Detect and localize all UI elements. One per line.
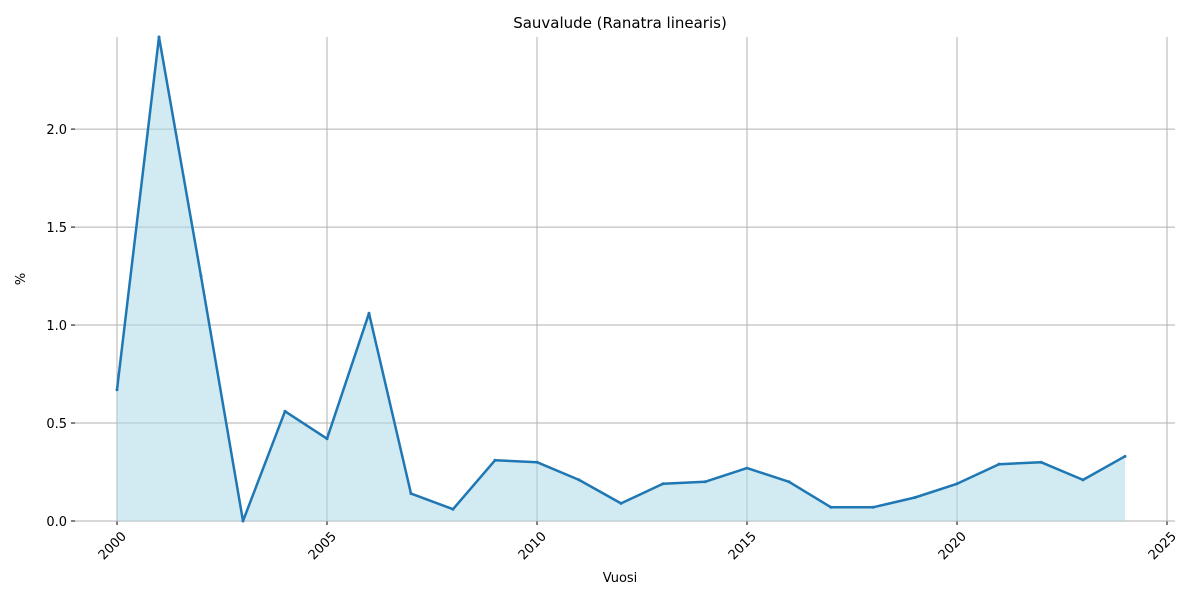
data-points [115, 35, 1127, 523]
data-point [493, 458, 497, 462]
series-line [115, 35, 1126, 523]
y-axis-title: % [14, 273, 29, 285]
x-tick-labels: 2000 2005 2010 2015 2020 2025 [96, 529, 1180, 563]
data-point [409, 492, 413, 496]
x-tick-label: 2010 [516, 529, 550, 563]
data-point [619, 501, 623, 505]
x-tick-label: 2005 [306, 529, 340, 563]
x-tick-label: 2025 [1146, 529, 1180, 563]
data-point [283, 409, 287, 413]
data-point [451, 507, 455, 511]
data-point [745, 466, 749, 470]
x-tick-label: 2000 [96, 529, 130, 563]
data-point [1081, 478, 1085, 482]
data-point [241, 519, 245, 523]
data-point [1039, 460, 1043, 464]
data-point [115, 388, 119, 392]
data-point [703, 480, 707, 484]
data-point [913, 495, 917, 499]
data-point [955, 482, 959, 486]
y-tick-labels: 0.0 0.5 1.0 1.5 2.0 [46, 123, 67, 530]
data-point [871, 505, 875, 509]
data-point [661, 482, 665, 486]
x-tick-label: 2020 [936, 529, 970, 563]
x-tick-label: 2015 [726, 529, 760, 563]
area-fill [117, 37, 1125, 521]
data-point [577, 478, 581, 482]
y-tick-label: 1.0 [46, 319, 67, 334]
data-point [787, 480, 791, 484]
data-point [157, 35, 161, 39]
x-axis-title: Vuosi [603, 571, 638, 586]
y-tick-label: 0.0 [46, 515, 67, 530]
data-point [997, 462, 1001, 466]
data-point [199, 274, 203, 278]
data-point [325, 437, 329, 441]
y-tick-label: 0.5 [46, 417, 67, 432]
data-point [535, 460, 539, 464]
y-tick-label: 1.5 [46, 221, 67, 236]
y-tick-label: 2.0 [46, 123, 67, 138]
grid-lines [71, 37, 1175, 525]
data-point [1123, 454, 1127, 458]
data-point [367, 311, 371, 315]
chart-title: Sauvalude (Ranatra linearis) [513, 14, 727, 32]
data-point [829, 505, 833, 509]
